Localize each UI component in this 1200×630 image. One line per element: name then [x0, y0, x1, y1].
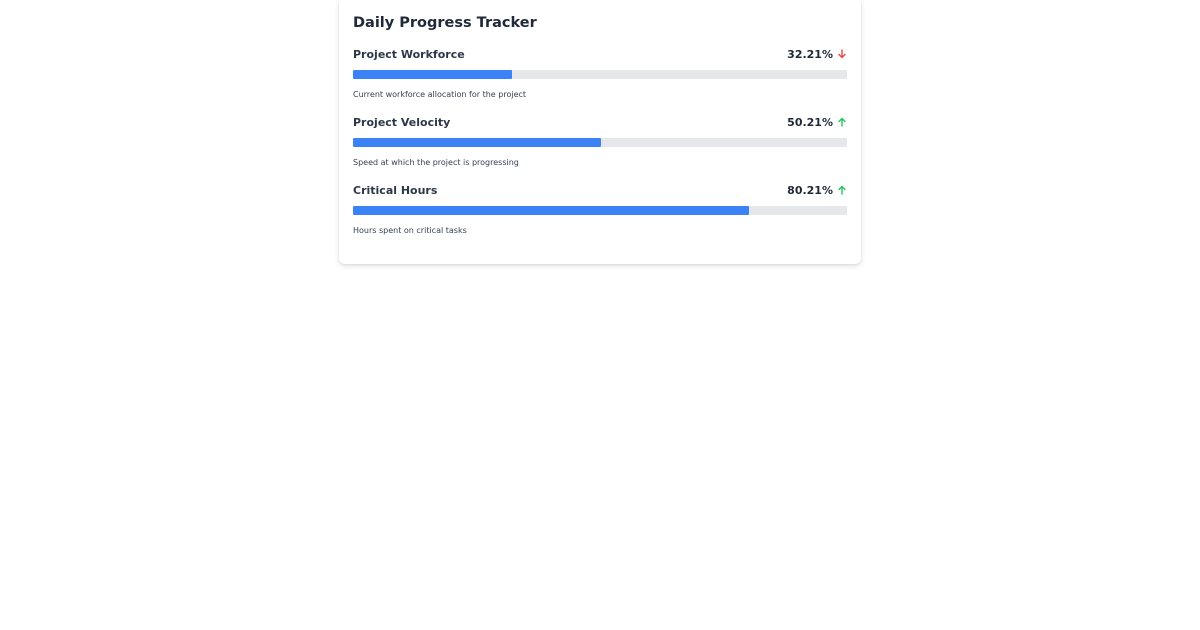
metric-value: 50.21%: [787, 115, 833, 129]
metric-label: Project Workforce: [353, 47, 465, 61]
metric-description: Hours spent on critical tasks: [353, 226, 467, 235]
progress-fill: [353, 206, 750, 215]
progress-fill: [353, 138, 602, 147]
progress-fill: [353, 70, 513, 79]
metric-value: 80.21%: [787, 183, 833, 197]
metric-value-group: 50.21%: [787, 116, 847, 129]
arrow-up-icon: [838, 117, 846, 127]
metric-project-velocity: Project Velocity 50.21% Speed at which t…: [353, 114, 847, 169]
progress-track: [353, 70, 847, 79]
metric-description: Current workforce allocation for the pro…: [353, 90, 527, 99]
metric-label: Critical Hours: [353, 183, 438, 197]
metric-value-group: 32.21%: [787, 48, 847, 61]
metric-value: 32.21%: [787, 47, 833, 61]
progress-tracker-card: Daily Progress Tracker Project Workforce…: [339, 0, 861, 264]
metric-label: Project Velocity: [353, 115, 451, 129]
arrow-down-icon: [838, 49, 846, 59]
arrow-up-icon: [838, 185, 846, 195]
card-title: Daily Progress Tracker: [353, 15, 537, 31]
metric-critical-hours: Critical Hours 80.21% Hours spent on cri…: [353, 182, 847, 237]
metric-description: Speed at which the project is progressin…: [353, 158, 519, 167]
metric-header: Critical Hours 80.21%: [353, 182, 847, 198]
metric-header: Project Workforce 32.21%: [353, 46, 847, 62]
progress-track: [353, 138, 847, 147]
metric-project-workforce: Project Workforce 32.21% Current workfor…: [353, 46, 847, 101]
metric-value-group: 80.21%: [787, 184, 847, 197]
metric-header: Project Velocity 50.21%: [353, 114, 847, 130]
progress-track: [353, 206, 847, 215]
